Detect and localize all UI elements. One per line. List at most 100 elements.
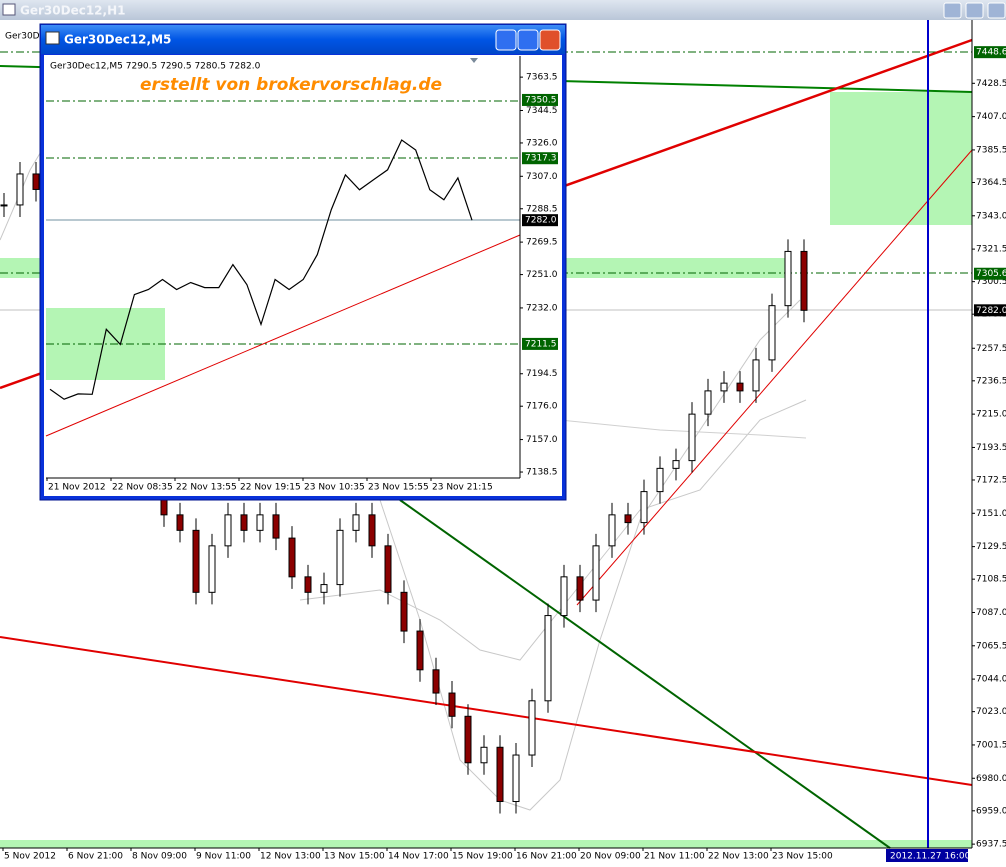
band [379,299,801,811]
y-tick-label: 6959.0 [976,806,1006,816]
x-tick-label: 20 Nov 09:00 [580,852,641,862]
y-tick-label: 7363.5 [526,73,558,83]
y-tick-label: 7193.5 [976,443,1006,453]
price-label-box [522,214,558,227]
y-tick-label: 7364.5 [976,178,1006,188]
candle-body [736,382,744,392]
y-tick-label: 6980.0 [976,774,1006,784]
candle-body [496,746,504,803]
close-button[interactable] [539,29,561,51]
minimize-button[interactable] [495,29,517,51]
zone [0,840,972,848]
candle-body [752,359,760,392]
candle-body [512,754,520,803]
x-tick-label: 15 Nov 19:00 [452,852,513,862]
trend-line [576,149,973,606]
x-tick-label: 23 Nov 21:15 [432,483,493,493]
y-tick-label: 6937.5 [976,840,1006,850]
price-label: 7448.6 [976,48,1006,58]
candle-body [224,514,232,547]
candle-body [272,514,280,539]
candle-body [704,390,712,415]
x-tick-label: 6 Nov 21:00 [68,852,123,862]
candle-body [688,413,696,462]
x-tick-label: 23 Nov 15:00 [772,852,833,862]
candle-body [592,545,600,601]
inner-window: Ger30Dec12,M5 Ger30Dec12,M5 7290.5 7290.5… [39,23,567,501]
y-tick-label: 7129.5 [976,542,1006,552]
price-label-box [522,93,558,106]
y-tick-label: 7232.0 [526,303,558,313]
candle-body [672,460,680,469]
candle-body [800,250,808,311]
band [299,399,807,661]
y-tick-label: 7344.5 [526,106,558,116]
y-tick-label: 7407.0 [976,112,1006,122]
outer-title-bar [0,0,1006,20]
minimize-button[interactable] [943,2,962,19]
price-label: 7305.6 [976,269,1006,279]
price-label-box [974,304,1006,317]
x-tick-label: 22 Nov 13:55 [176,483,237,493]
price-label: 7350.5 [525,95,557,105]
y-tick-label: 7172.5 [976,475,1006,485]
y-tick-label: 7269.5 [526,238,558,248]
maximize-button[interactable] [965,2,984,19]
y-tick-label: 7215.0 [976,410,1006,420]
outer-chart: Ger30D 7428.5 7407.0 7385.5 7364.5 7343.0 7321… [0,20,1006,862]
close-button[interactable] [987,2,1006,19]
window-title: Ger30Dec12,M5 [64,33,171,47]
price-label: 7282.0 [525,216,557,226]
candle-body [256,514,264,531]
x-tick-label: 16 Nov 21:00 [516,852,577,862]
window-icon [45,31,60,45]
outer-window-buttons[interactable] [943,2,1006,19]
x-tick-label: 22 Nov 13:00 [708,852,769,862]
window-icon [2,3,16,16]
y-tick-label: 7065.5 [976,641,1006,651]
trend-line [0,636,973,786]
candle-body [320,584,328,593]
candle-body [288,537,296,578]
price-label-box [522,152,558,165]
candle-body [400,591,408,632]
candle-body [560,576,568,617]
x-tick-label: 22 Nov 08:35 [112,483,173,493]
y-tick-label: 7176.0 [526,402,558,412]
info-line: Ger30Dec12,M5 7290.5 7290.5 7280.5 7282.… [50,62,261,72]
x-tick-label: 23 Nov 15:55 [368,483,429,493]
candle-body [384,545,392,593]
y-tick-label: 7251.0 [526,270,558,280]
candle-body [352,514,360,531]
candle-body [416,630,424,671]
y-tick-label: 7236.5 [976,376,1006,386]
price-line [49,139,473,400]
candle-body [432,669,440,694]
y-tick-label: 7108.5 [976,575,1006,585]
maximize-button[interactable] [517,29,539,51]
price-label-box [974,46,1006,59]
x-tick-label: 13 Nov 15:00 [324,852,385,862]
y-tick-label: 7194.5 [526,369,558,379]
x-tick-label: 14 Nov 17:00 [388,852,449,862]
price-label: 7282.0 [976,306,1006,316]
y-tick-label: 7087.0 [976,608,1006,618]
y-tick-label: 7428.5 [976,79,1006,89]
candle-body [656,467,664,493]
candle-body [528,700,536,756]
cursor-label-box [886,849,968,862]
candle-body [576,576,584,601]
candle-body [640,491,648,524]
scroll-marker [470,58,478,63]
cursor-label: 2012.11.27 16:00 [890,852,971,862]
price-label: 7317.3 [525,154,557,164]
candle-body [16,173,24,206]
price-label: 7211.5 [525,339,557,349]
price-label-box [522,337,558,350]
x-tick-label: 8 Nov 09:00 [132,852,187,862]
chart-area [44,55,562,496]
candle-body [544,615,552,702]
y-tick-label: 7307.0 [526,172,558,182]
y-tick-label: 7023.0 [976,707,1006,717]
